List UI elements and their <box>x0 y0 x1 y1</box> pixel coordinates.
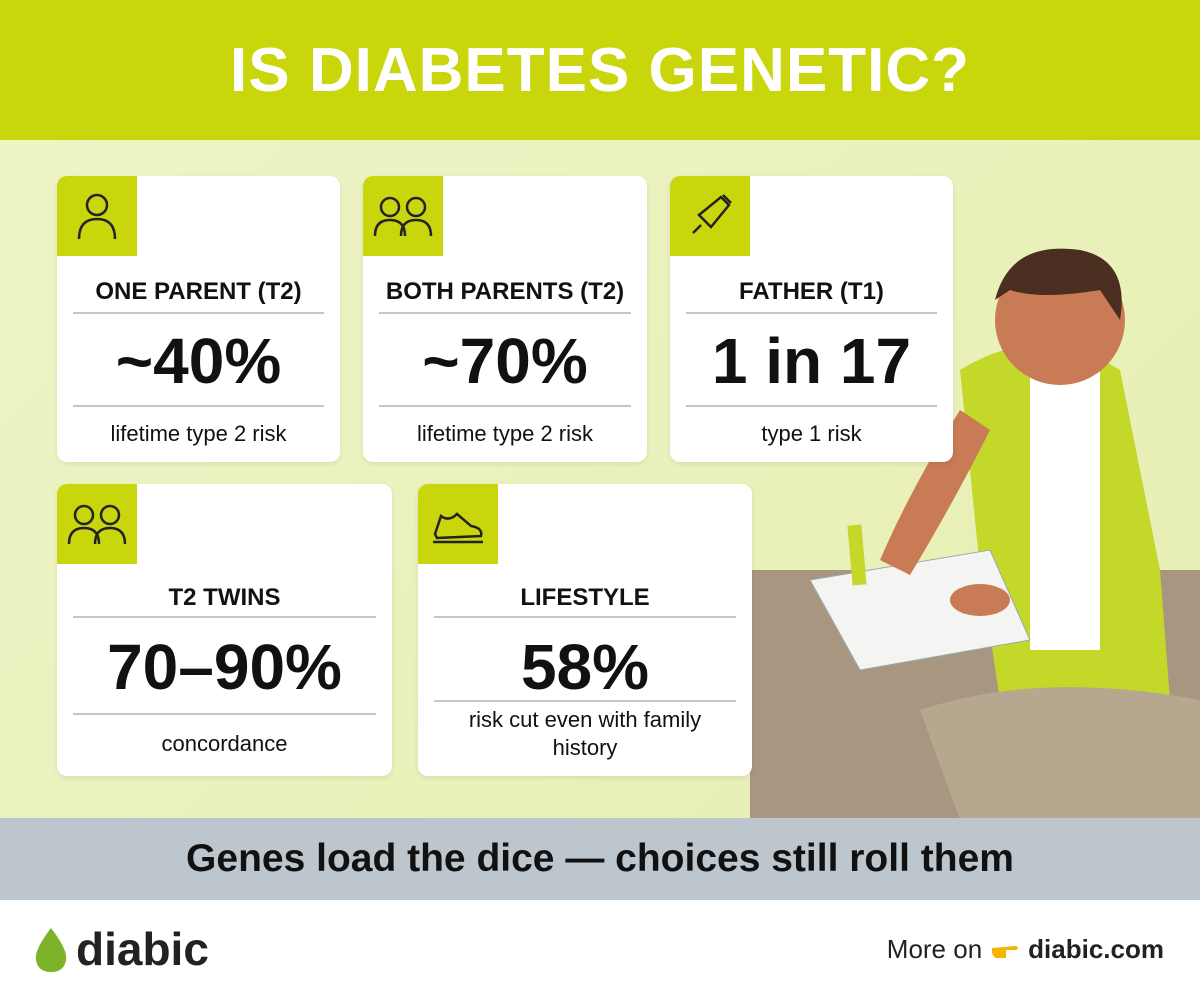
footer: diabic More on diabic.com <box>0 900 1200 1000</box>
card-label: LIFESTYLE <box>520 584 650 611</box>
card-label: ONE PARENT (T2) <box>95 278 302 305</box>
icon <box>363 176 443 256</box>
icon <box>57 484 137 564</box>
card-label: T2 TWINS <box>168 584 281 611</box>
legs <box>920 687 1200 820</box>
card-value: ~40% <box>115 325 282 397</box>
site-link[interactable]: diabic.com <box>1028 934 1164 964</box>
card-label: BOTH PARENTS (T2) <box>385 278 625 305</box>
tagline: Genes load the dice — choices still roll… <box>0 818 1200 900</box>
title: IS DIABETES GENETIC? <box>230 35 970 105</box>
card-value: 58% <box>520 631 650 703</box>
card-value: ~70% <box>422 325 588 397</box>
logo-drop <box>35 928 67 972</box>
stat-card: LIFESTYLE 58% risk cut even with family … <box>418 484 752 776</box>
card-description: lifetime type 2 risk <box>416 421 594 446</box>
card-description: concordance <box>161 731 288 756</box>
card-value: 1 in 17 <box>711 325 912 397</box>
header: IS DIABETES GENETIC? <box>0 0 1200 140</box>
card-description: type 1 risk <box>761 421 862 446</box>
icon <box>57 176 137 256</box>
stat-card: ONE PARENT (T2) ~40% lifetime type 2 ris… <box>57 176 340 462</box>
card-description: risk cut even with family history <box>468 707 702 760</box>
more-on: More on diabic.com <box>887 934 1164 965</box>
stat-card: T2 TWINS 70–90% concordance <box>57 484 392 776</box>
icon <box>418 484 498 564</box>
pointing-hand <box>992 945 1019 958</box>
more-on-text: More on <box>886 934 983 964</box>
stat-card: BOTH PARENTS (T2) ~70% lifetime type 2 r… <box>363 176 647 462</box>
card-value: 70–90% <box>107 631 342 703</box>
card-label: FATHER (T1) <box>739 278 884 305</box>
illustration <box>750 248 1200 820</box>
stat-card: FATHER (T1) 1 in 17 type 1 risk <box>670 176 953 462</box>
brand: diabic <box>76 923 209 975</box>
card-description: lifetime type 2 risk <box>110 421 287 446</box>
icon <box>670 176 750 256</box>
